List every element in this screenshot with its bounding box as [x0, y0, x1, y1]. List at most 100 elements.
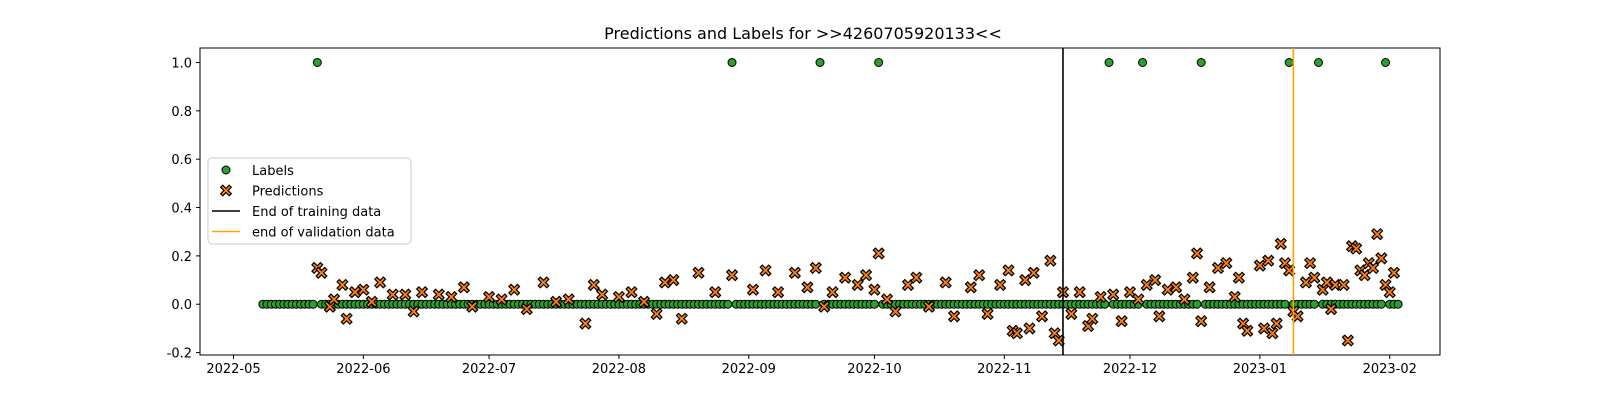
label-point [1192, 299, 1202, 309]
prediction-point [1253, 259, 1267, 272]
prediction-point [323, 300, 337, 313]
prediction-point [457, 281, 471, 294]
x-tick-label: 2023-02 [1363, 362, 1417, 377]
prediction-point [851, 278, 864, 292]
prediction-point [537, 276, 550, 289]
prediction-point [1048, 327, 1061, 340]
prediction-point [801, 281, 814, 294]
prediction-point [1027, 266, 1040, 279]
prediction-point [1073, 285, 1086, 299]
y-tick-label: 0.0 [171, 298, 192, 313]
prediction-point [399, 288, 412, 301]
prediction-point [1270, 317, 1283, 330]
prediction-point [1019, 273, 1032, 287]
prediction-point [357, 283, 370, 296]
y-tick-label: 0.4 [171, 202, 192, 217]
prediction-point [1329, 278, 1342, 292]
prediction-point [1123, 285, 1137, 299]
prediction-point [1375, 252, 1388, 265]
prediction-point [327, 293, 341, 306]
prediction-point [993, 278, 1007, 292]
prediction-point [922, 300, 936, 313]
legend-validation-end-label: end of validation data [252, 226, 395, 241]
prediction-point [348, 285, 362, 299]
y-tick-label: 0.6 [171, 153, 192, 168]
prediction-point [809, 261, 822, 275]
prediction-point [1081, 319, 1095, 333]
prediction-point [1052, 334, 1065, 347]
label-point-positive [1284, 58, 1294, 68]
prediction-point [759, 264, 772, 277]
x-tick-label: 2022-06 [336, 362, 390, 377]
prediction-point [1324, 302, 1338, 316]
prediction-point [482, 290, 496, 304]
x-tick-label: 2022-07 [462, 362, 516, 377]
prediction-point [1228, 290, 1241, 304]
prediction-point [692, 266, 705, 279]
legend-labels-swatch [221, 165, 231, 175]
prediction-point [1262, 254, 1275, 267]
label-point-positive [1104, 58, 1114, 68]
prediction-point [595, 288, 609, 301]
prediction-point [1023, 322, 1036, 335]
prediction-point [1320, 276, 1334, 289]
plot-area [258, 58, 1403, 347]
chart-title: Predictions and Labels for >>42607059201… [604, 24, 1002, 43]
prediction-point [1379, 278, 1392, 292]
reference-lines [1062, 48, 1295, 355]
label-point-positive [1381, 58, 1391, 68]
prediction-point [495, 293, 508, 306]
prediction-point [1148, 273, 1162, 287]
label-point [1309, 299, 1319, 309]
label-point [1280, 299, 1290, 309]
prediction-point [910, 271, 923, 284]
prediction-point [880, 293, 894, 306]
label-point [308, 299, 318, 309]
prediction-point [973, 269, 986, 282]
prediction-point [1186, 271, 1200, 284]
prediction-point [658, 276, 672, 289]
prediction-point [1010, 327, 1024, 340]
label-point-positive [1138, 58, 1148, 68]
prediction-point [1278, 256, 1292, 270]
prediction-point [1132, 293, 1145, 306]
prediction-point [746, 283, 760, 296]
prediction-point [838, 271, 852, 284]
prediction-point [466, 300, 479, 313]
prediction-point [1236, 317, 1250, 330]
prediction-point [1065, 307, 1078, 321]
prediction-point [771, 285, 785, 299]
prediction-point [587, 278, 600, 292]
prediction-point [1274, 237, 1287, 250]
label-point-positive [1314, 58, 1324, 68]
prediction-point [889, 305, 902, 318]
prediction-point [579, 317, 592, 330]
prediction-point [612, 290, 626, 304]
prediction-point [1140, 278, 1153, 292]
prediction-point [1291, 310, 1304, 323]
plot-frame [199, 47, 1441, 356]
x-tick-label: 2022-10 [847, 362, 901, 377]
label-point-positive [727, 58, 737, 68]
prediction-point [315, 266, 328, 279]
prediction-point [1341, 334, 1355, 347]
prediction-point [1169, 281, 1183, 294]
prediction-point [872, 247, 885, 260]
prediction-point [1241, 324, 1254, 337]
prediction-point [1308, 271, 1321, 284]
label-point [723, 299, 733, 309]
prediction-point [407, 305, 420, 318]
prediction-point [1161, 283, 1174, 296]
prediction-point [868, 283, 881, 296]
prediction-point [1115, 314, 1128, 328]
prediction-point [445, 290, 458, 304]
prediction-point [1257, 322, 1271, 335]
label-point [869, 299, 879, 309]
prediction-point [667, 273, 680, 287]
prediction-point [637, 295, 651, 308]
legend-training-end-label: End of training data [252, 205, 381, 220]
prediction-point [1203, 281, 1216, 294]
prediction-point [625, 285, 638, 299]
x-tick-label: 2022-09 [722, 362, 776, 377]
